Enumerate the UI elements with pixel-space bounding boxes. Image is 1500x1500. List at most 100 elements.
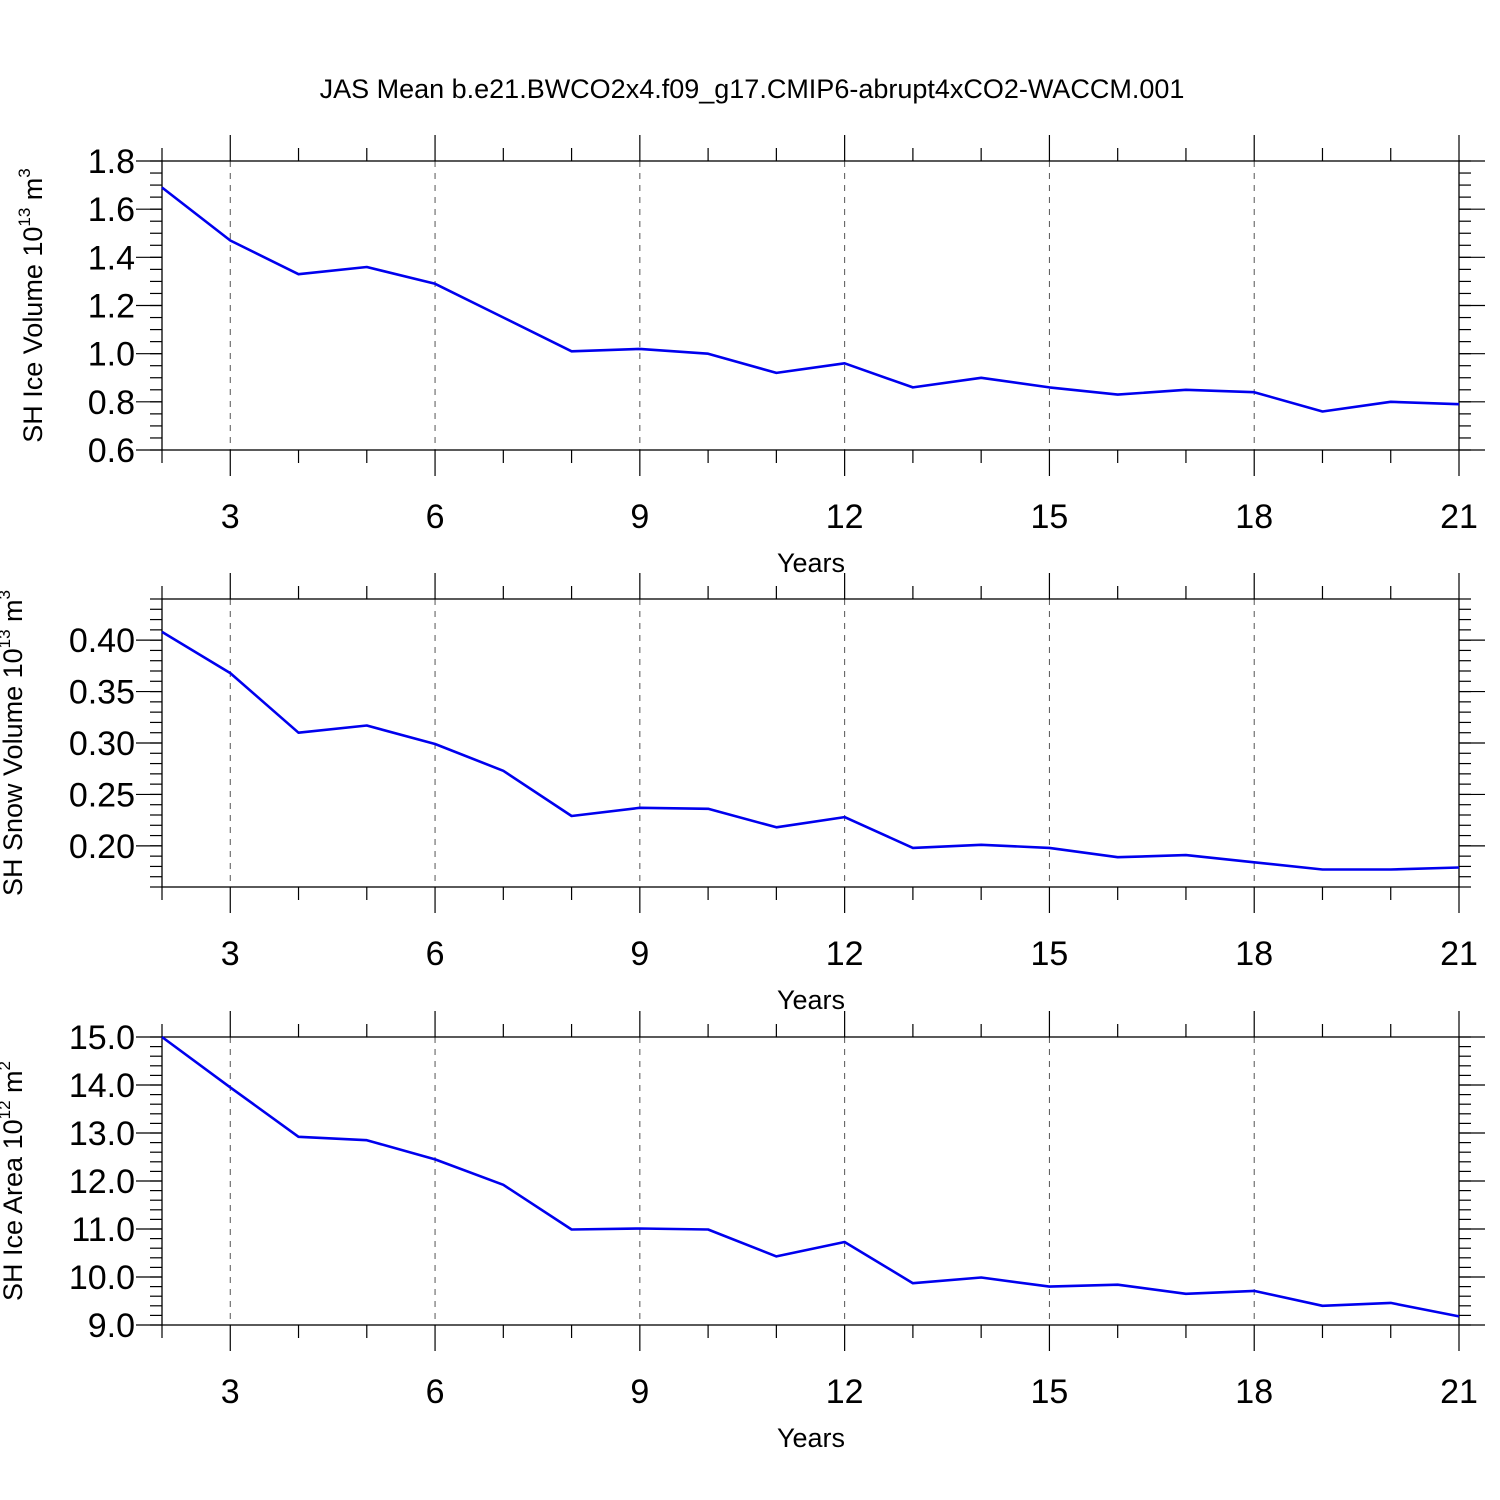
- data-point: [638, 806, 642, 810]
- data-point: [570, 1227, 574, 1231]
- data-point: [911, 1281, 915, 1285]
- data-point: [1320, 868, 1324, 872]
- data-point: [638, 1227, 642, 1231]
- data-point: [1116, 393, 1120, 397]
- x-tick-label: 21: [1440, 1373, 1478, 1411]
- y-tick-label: 0.35: [69, 674, 135, 712]
- data-point: [297, 272, 301, 276]
- data-point: [979, 1275, 983, 1279]
- y-tick-label: 14.0: [69, 1067, 135, 1105]
- data-point: [1320, 1304, 1324, 1308]
- data-point: [706, 352, 710, 356]
- data-point: [1116, 1283, 1120, 1287]
- x-tick-label: 15: [1031, 935, 1069, 973]
- y-axis-title-main: SH Ice Volume 10: [18, 227, 48, 443]
- data-point: [228, 238, 232, 242]
- data-point: [1047, 846, 1051, 850]
- data-point: [911, 385, 915, 389]
- y-axis-title-exponent: 13: [0, 629, 14, 648]
- data-point: [297, 731, 301, 735]
- data-point: [365, 724, 369, 728]
- chart-panel-1: 3 6 9 12 15 18 21 Years 0.6 0.8 1.0 1.2 1.4 1.6 1.8 SH …: [15, 135, 1485, 578]
- data-point: [1320, 409, 1324, 413]
- data-point: [433, 282, 437, 286]
- data-point: [1184, 853, 1188, 857]
- x-tick-label: 18: [1235, 498, 1273, 536]
- data-point: [774, 1254, 778, 1258]
- y-axis-title: SH Ice Volume 1013 m3: [15, 168, 48, 443]
- y-tick-label: 1.0: [88, 336, 135, 374]
- series-line: [161, 186, 1460, 413]
- x-tick-label: 6: [426, 1373, 445, 1411]
- data-point: [843, 815, 847, 819]
- x-tick-label: 3: [221, 1373, 240, 1411]
- y-axis-title-unit-exponent: 3: [15, 168, 34, 177]
- y-axis-title-unit: m: [0, 1070, 28, 1100]
- y-tick-label: 11.0: [71, 1211, 135, 1249]
- data-point: [160, 1035, 164, 1039]
- data-point: [160, 630, 164, 634]
- data-point: [774, 825, 778, 829]
- y-tick-label: 1.6: [88, 191, 135, 229]
- data-point: [1184, 388, 1188, 392]
- y-axis-title-unit-exponent: 2: [0, 1061, 14, 1070]
- series-line: [161, 1035, 1460, 1318]
- y-tick-label: 1.8: [88, 143, 135, 181]
- data-point: [228, 1085, 232, 1089]
- x-tick-label: 18: [1235, 935, 1273, 973]
- x-tick-label: 12: [826, 1373, 864, 1411]
- y-axis-title-unit-exponent: 3: [0, 590, 14, 599]
- y-tick-label: 0.30: [69, 725, 135, 763]
- y-axis-title-exponent: 12: [0, 1100, 14, 1119]
- x-tick-label: 6: [426, 935, 445, 973]
- data-point: [638, 347, 642, 351]
- data-point: [1184, 1292, 1188, 1296]
- y-axis-title-main: SH Snow Volume 10: [0, 648, 28, 896]
- y-axis-title-main: SH Ice Area 10: [0, 1119, 28, 1301]
- x-tick-label: 9: [630, 935, 649, 973]
- data-point: [570, 814, 574, 818]
- x-tick-label: 3: [221, 498, 240, 536]
- data-point: [706, 1227, 710, 1231]
- data-point: [433, 1157, 437, 1161]
- data-point: [1457, 1314, 1461, 1318]
- data-point: [433, 742, 437, 746]
- data-point: [365, 265, 369, 269]
- y-tick-label: 0.6: [88, 432, 135, 470]
- y-tick-label: 1.2: [88, 288, 135, 326]
- plot-frame: [161, 598, 1460, 888]
- x-tick-label: 21: [1440, 935, 1478, 973]
- data-point: [1116, 855, 1120, 859]
- x-tick-label: 18: [1235, 1373, 1273, 1411]
- data-point: [160, 185, 164, 189]
- data-point: [365, 1138, 369, 1142]
- x-axis-title: Years: [777, 548, 845, 578]
- data-point: [1252, 390, 1256, 394]
- y-tick-label: 13.0: [69, 1115, 135, 1153]
- panels: 3 6 9 12 15 18 21 Years 0.6 0.8 1.0 1.2 1.4 1.6 1.8 SH …: [0, 135, 1485, 1453]
- x-tick-label: 12: [826, 935, 864, 973]
- x-tick-label: 21: [1440, 498, 1478, 536]
- x-tick-label: 15: [1031, 1373, 1069, 1411]
- data-point: [1252, 1289, 1256, 1293]
- y-tick-label: 0.20: [69, 828, 135, 866]
- data-point: [979, 843, 983, 847]
- y-axis-title-unit: m: [18, 178, 48, 208]
- data-point: [501, 769, 505, 773]
- x-tick-label: 15: [1031, 498, 1069, 536]
- y-tick-label: 0.25: [69, 776, 135, 814]
- data-point: [1047, 1285, 1051, 1289]
- data-point: [1457, 402, 1461, 406]
- plot-frame: [161, 160, 1460, 451]
- data-point: [843, 1240, 847, 1244]
- data-point: [1389, 1301, 1393, 1305]
- y-axis-title: SH Ice Area 1012 m2: [0, 1061, 28, 1301]
- data-point: [1457, 865, 1461, 869]
- data-point: [1047, 385, 1051, 389]
- data-point: [774, 371, 778, 375]
- data-point: [1389, 400, 1393, 404]
- y-tick-label: 12.0: [69, 1163, 135, 1201]
- chart-panel-2: 3 6 9 12 15 18 21 Years 0.20 0.25 0.30 0.35 0.40 SH S…: [0, 573, 1485, 1015]
- x-tick-label: 3: [221, 935, 240, 973]
